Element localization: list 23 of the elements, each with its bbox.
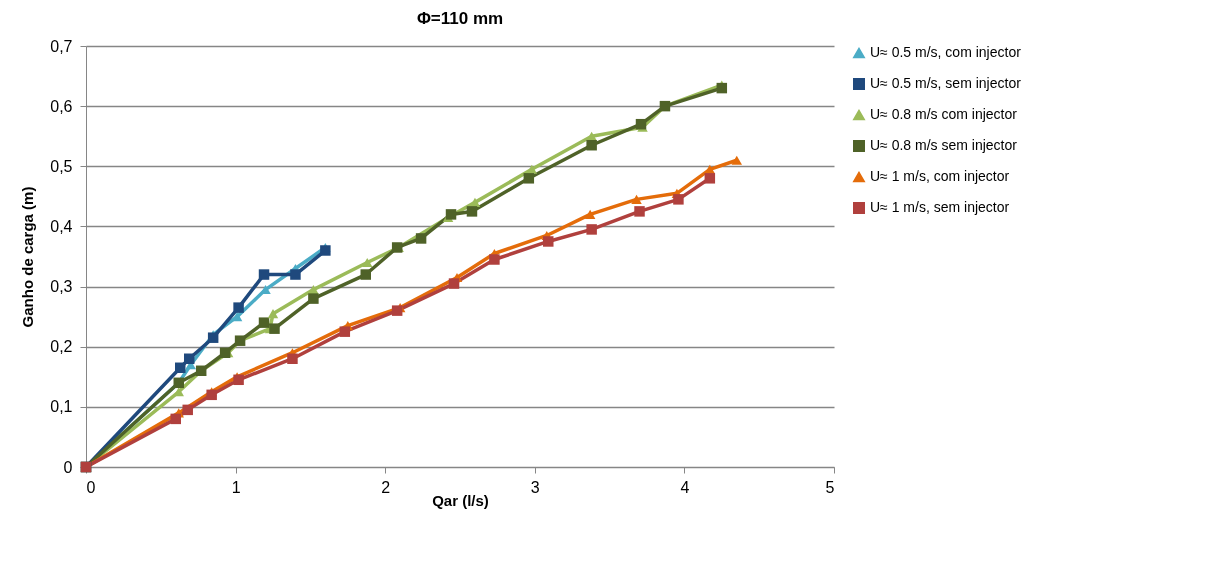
legend-label: U≈ 0.5 m/s, com injector — [870, 44, 1022, 60]
y-tick-label: 0,4 — [50, 217, 73, 235]
y-tick-label: 0,6 — [50, 97, 73, 115]
y-tick-label: 0,1 — [50, 398, 73, 416]
x-tick-label: 3 — [530, 478, 540, 496]
y-axis-title: Ganho de carga (m) — [19, 186, 37, 328]
chart-title: Φ=110 mm — [416, 9, 504, 28]
x-axis-title: Qar (l/s) — [432, 491, 489, 509]
x-tick-label: 0 — [86, 478, 96, 496]
legend-label: U≈ 0.5 m/s, sem injector — [870, 75, 1022, 91]
x-tick-label: 1 — [231, 478, 241, 496]
x-tick-label: 4 — [680, 478, 690, 496]
x-tick-label: 2 — [381, 478, 391, 496]
legend-label: U≈ 1 m/s, sem injector — [870, 199, 1010, 215]
y-tick-label: 0,2 — [50, 338, 73, 356]
legend-label: U≈ 1 m/s, com injector — [870, 168, 1010, 184]
legend-label: U≈ 0.8 m/s sem injector — [870, 137, 1018, 153]
y-tick-label: 0,5 — [50, 157, 73, 175]
y-tick-label: 0,7 — [50, 37, 73, 55]
y-tick-label: 0 — [63, 458, 73, 476]
y-tick-label: 0,3 — [50, 278, 73, 296]
legend-label: U≈ 0.8 m/s com injector — [870, 106, 1018, 122]
x-tick-label: 5 — [825, 478, 835, 496]
